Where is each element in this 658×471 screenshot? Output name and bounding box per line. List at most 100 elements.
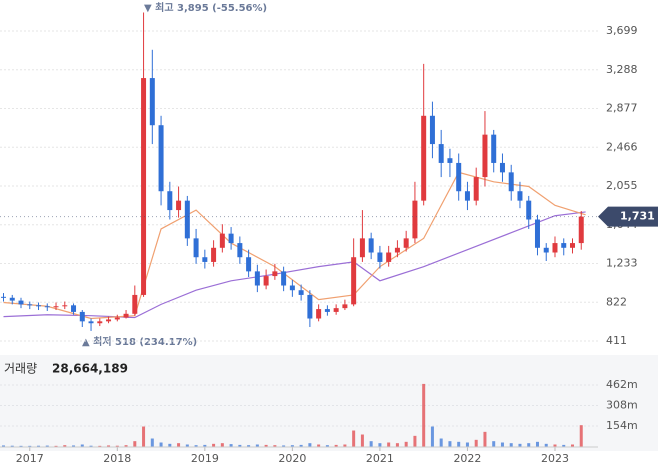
volume-bar [518,443,522,447]
candle-body [368,238,374,253]
volume-bar [343,444,347,447]
candle-body [569,243,575,248]
candle-body [9,297,15,301]
volume-bar [465,442,469,447]
volume-bar [107,445,111,447]
volume-bar [500,442,504,447]
volume-bar [352,430,356,447]
candle-body [298,290,304,295]
candle-body [534,219,540,248]
candle-body [132,294,138,314]
candle-body [438,144,444,163]
candle-body [377,252,383,262]
volume-bar [115,445,119,447]
candle-body [123,313,129,318]
volume-bar [150,438,154,447]
candle-body [184,200,190,239]
volume-bar [203,444,207,447]
current-price-tag [598,206,658,227]
volume-bar [37,445,41,447]
candle-body [44,306,50,308]
volume-bar [579,425,583,447]
candle-body [543,247,549,253]
x-tick-label: 2017 [16,452,44,465]
candle-body [263,276,269,286]
volume-bar [448,441,452,447]
volume-bar [28,445,32,447]
candle-body [307,294,313,319]
volume-bar [308,443,312,447]
candle-body [167,191,173,211]
candle-body [333,308,339,312]
volume-bar [282,445,286,447]
volume-bar [72,445,76,447]
candle-body [508,172,514,192]
candle-body [447,158,453,163]
candle-body [482,134,488,178]
volume-bar [553,444,557,447]
volume-bar [133,441,137,447]
volume-bar [325,445,329,447]
candle-body [71,305,77,312]
candle-body [473,177,479,201]
candle-body [386,252,392,262]
volume-bar [509,443,513,447]
volume-bar [413,435,417,447]
candle-body [394,247,400,253]
candle-body [464,191,470,201]
volume-bar [360,434,364,447]
current-price-label: 1,731 [620,210,655,223]
candle-body [526,200,532,220]
volume-bar [185,444,189,447]
candle-body [18,300,24,305]
candle-body [53,306,59,308]
volume-bar [544,443,548,447]
candle-body [456,162,462,192]
candle-body [281,271,287,286]
volume-bar [220,443,224,447]
volume-bar [238,444,242,447]
candle-body [193,238,199,258]
volume-bar [89,445,93,447]
candle-body [114,317,120,320]
volume-bar [378,443,382,447]
volume-bar [562,444,566,447]
candle-body [141,78,147,295]
volume-bar [124,445,128,447]
candle-body [1,296,7,298]
volume-bar [422,383,426,447]
volume-bar [474,439,478,447]
moving-average-line [3,211,586,319]
candle-body [36,305,42,307]
x-tick-label: 2023 [541,452,569,465]
volume-bar [19,445,23,447]
volume-bar [168,443,172,447]
volume-bar [334,444,338,447]
candle-body [228,233,234,244]
volume-bar [369,441,373,447]
y-tick-label: 2,466 [606,140,638,153]
volume-bar [212,443,216,447]
volume-bar [404,441,408,447]
volume-title: 거래량 [4,362,37,376]
volume-bar [45,445,49,447]
volume-bar [80,444,84,447]
candle-body [237,243,243,258]
candle-body [246,257,252,272]
volume-bar [290,445,294,447]
candle-body [79,311,85,322]
volume-bar [255,444,259,447]
volume-bar [63,445,67,447]
candle-body [351,257,357,305]
volume-bar [2,445,6,447]
x-tick-label: 2020 [278,452,306,465]
volume-bar [535,441,539,447]
candle-body [27,304,33,306]
candle-body [254,271,260,286]
y-tick-label: 3,288 [606,63,638,76]
x-tick-label: 2022 [453,452,481,465]
volume-bar [273,445,277,447]
candle-body [158,125,164,192]
candle-body [176,200,182,211]
